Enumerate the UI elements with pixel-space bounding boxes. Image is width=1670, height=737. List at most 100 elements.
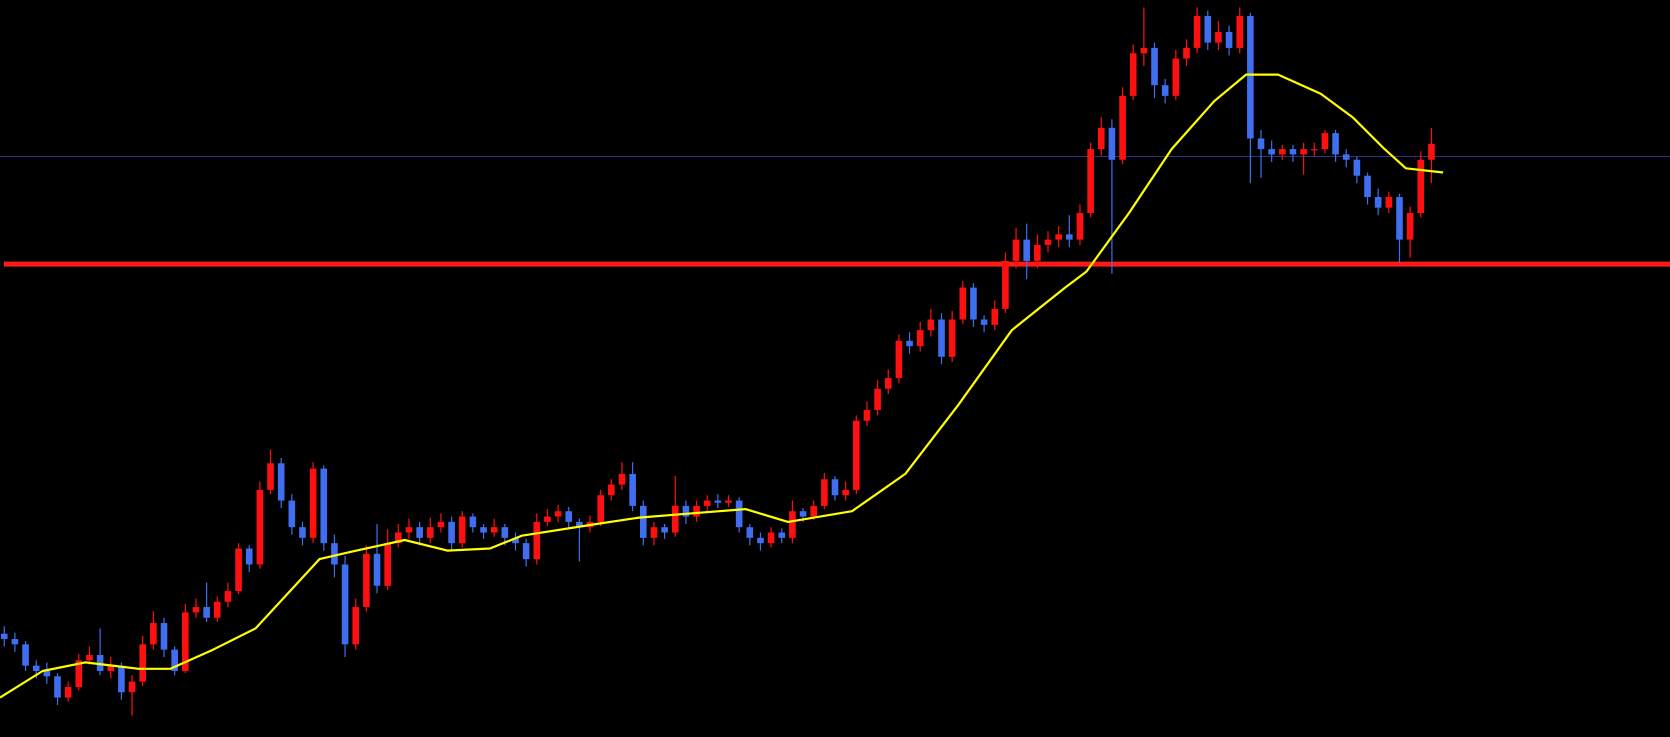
candle-body [1310, 149, 1318, 151]
candle-body [544, 516, 551, 522]
candle-body [916, 330, 924, 347]
candle-body [1279, 149, 1286, 155]
candle-body [799, 511, 807, 517]
candle-body [1108, 127, 1116, 160]
candle-body [1225, 31, 1233, 48]
candle-body [1321, 133, 1329, 150]
candle-body [437, 521, 445, 528]
candle-body [1247, 15, 1254, 139]
candle-body [490, 527, 498, 533]
candle-body [54, 676, 61, 698]
candle-body [1342, 154, 1350, 160]
candle-body [533, 521, 541, 560]
candle-body [703, 500, 711, 506]
candle-body [501, 527, 509, 538]
candle-body [789, 511, 796, 538]
candle-body [671, 505, 679, 533]
candle-body [480, 527, 487, 533]
candle-body [1097, 127, 1105, 150]
candle-body [1300, 149, 1307, 155]
candle-body [821, 479, 828, 506]
candle-body [608, 484, 615, 496]
candle-body [1268, 149, 1275, 155]
candle-body [1257, 138, 1265, 150]
candle-body [75, 660, 83, 687]
candle-body [565, 511, 573, 522]
candle-body [458, 516, 466, 544]
candle-body [267, 463, 274, 490]
candle-body [107, 665, 115, 671]
candle-body [1236, 15, 1244, 48]
candle-body [1172, 58, 1180, 96]
candle-body [1151, 47, 1158, 86]
candle-body [1183, 47, 1190, 59]
candle-body [373, 553, 381, 586]
candle-body [512, 537, 519, 544]
candle-body [1012, 239, 1020, 261]
candle-body [554, 511, 562, 517]
candle-body [852, 420, 860, 490]
candle-body [128, 681, 136, 693]
candle-body [288, 500, 296, 528]
candle-body [1161, 85, 1169, 96]
candle-body [1215, 31, 1222, 43]
candle-body [842, 489, 849, 496]
candle-body [1204, 15, 1212, 43]
candle-body [1129, 53, 1137, 96]
candle-body [1332, 133, 1339, 155]
candle-body [469, 516, 477, 528]
candle-body [863, 410, 871, 421]
candle-body [224, 591, 232, 602]
candle-body [874, 388, 881, 411]
candle-body [1034, 244, 1041, 261]
candle-body [118, 665, 125, 693]
candle-body [959, 287, 967, 320]
candle-body [884, 378, 892, 389]
candle-body [906, 340, 913, 347]
candle-body [1066, 234, 1073, 240]
candle-body [618, 473, 626, 485]
candle-body [661, 527, 668, 533]
candle-body [341, 564, 349, 645]
candle-body [778, 532, 786, 538]
candle-body [1055, 234, 1062, 240]
candle-body [32, 665, 40, 671]
candle-body [96, 654, 104, 671]
candle-body [235, 548, 242, 592]
candle-body [182, 612, 189, 671]
candle-body [767, 532, 775, 544]
candle-body [1023, 239, 1031, 261]
candle-body [1140, 47, 1148, 54]
candle-body [245, 548, 253, 565]
candle-body [352, 607, 360, 645]
candle-body [448, 521, 455, 544]
candle-body [320, 468, 328, 544]
candle-body [810, 505, 818, 517]
candle-body [1353, 159, 1361, 176]
candle-body [0, 633, 8, 640]
candle-body [363, 553, 370, 608]
candle-body [43, 670, 51, 677]
candle-body [746, 527, 754, 538]
candle-body [725, 500, 732, 503]
candle-body [639, 505, 647, 538]
candle-body [139, 644, 147, 682]
candle-body [213, 601, 221, 618]
candle-body [1417, 159, 1425, 214]
candle-body [426, 527, 434, 538]
candle-body [757, 537, 764, 544]
candle-body [1289, 149, 1297, 155]
candle-body [1374, 197, 1382, 208]
candle-body [831, 479, 839, 496]
candle-body [309, 468, 317, 538]
candle-body [1364, 175, 1371, 198]
candle-body [938, 319, 945, 357]
candle-body [1428, 143, 1435, 160]
candle-body [256, 489, 264, 565]
candle-body [1385, 197, 1393, 208]
candle-body [277, 463, 285, 501]
candle-body [970, 287, 977, 320]
candle-body [650, 527, 658, 538]
